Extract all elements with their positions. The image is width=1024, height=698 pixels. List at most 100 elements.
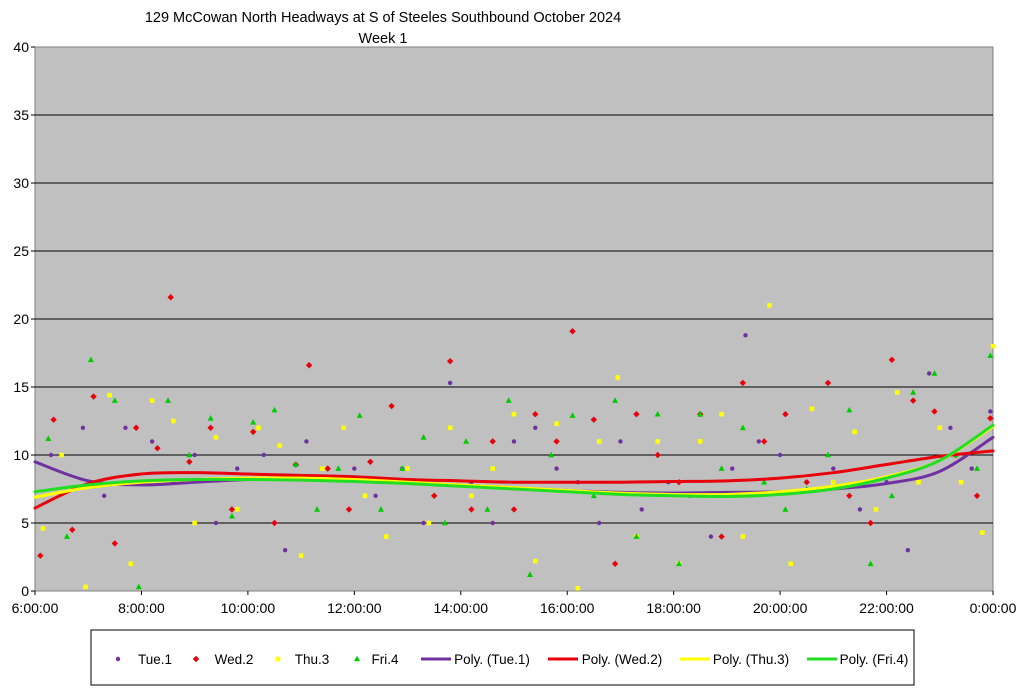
data-point [654,410,661,417]
legend: Tue.1 Wed.2 Thu.3 Fri.4 Poly. (Tue.1) Poly. (… [90,629,915,686]
data-point [234,507,240,512]
data-point [831,466,836,471]
data-point [37,552,44,559]
data-point [40,526,46,531]
y-axis: 0 5 10 15 20 25 30 35 40 [13,39,35,599]
data-point [510,506,518,513]
data-point [888,356,896,363]
data-point [83,584,88,590]
series-2 [37,294,994,567]
legend-item-trend-4: Poly. (Fri.4) [807,652,908,667]
data-point [345,506,353,513]
x-tick-label: 6:00:00 [12,600,59,616]
data-point [788,561,794,567]
data-point [931,408,938,415]
data-point [447,380,453,386]
x-tick-label: 20:00:00 [753,600,808,616]
data-point [356,412,363,418]
data-point [618,439,623,444]
data-point [719,411,724,417]
data-point [809,406,815,412]
data-point [590,416,598,423]
data-point [931,370,938,376]
data-point [782,506,789,512]
legend-label: Poly. (Tue.1) [454,652,530,667]
data-point [633,411,640,418]
data-point [909,397,917,404]
data-point [526,571,533,577]
data-point [905,548,911,553]
data-point [803,479,810,486]
data-point [261,452,267,458]
data-point [990,343,996,349]
data-point [782,411,789,418]
data-point [341,425,346,431]
legend-marker [275,656,281,662]
data-point [447,425,453,431]
data-point [596,439,602,444]
data-point [250,428,257,436]
data-point [362,493,368,499]
legend-label: Wed.2 [215,652,254,667]
x-tick-label: 0:00:00 [970,600,1017,616]
x-tick-label: 10:00:00 [221,600,276,616]
data-point [256,425,261,431]
data-point [948,425,953,430]
legend-label: Poly. (Thu.3) [713,652,789,667]
y-tick-label: 0 [21,583,29,599]
data-point [553,438,560,445]
data-point [718,533,725,540]
data-point [969,466,974,471]
data-point [511,411,517,417]
y-tick-label: 20 [13,311,29,327]
data-point [894,390,900,395]
data-point [430,492,438,499]
x-tick-label: 12:00:00 [327,600,382,616]
data-point [675,560,682,567]
data-point [63,533,70,539]
data-point [484,506,491,512]
data-point [888,492,895,499]
data-point [128,561,134,567]
data-point [739,379,747,387]
data-point [740,534,746,539]
data-point [569,412,576,418]
x-tick-label: 14:00:00 [434,600,489,616]
legend-item-3: Thu.3 [275,652,329,667]
data-point [111,540,119,547]
series-3 [40,303,996,591]
data-point [575,585,581,591]
data-point [271,406,278,413]
data-point [490,520,495,526]
x-tick-label: 22:00:00 [859,600,914,616]
chart-title: 129 McCowan North Headways at S of Steel… [145,10,621,26]
data-point [421,520,426,526]
data-point [305,362,313,369]
legend-item-2: Wed.2 [192,652,254,667]
data-point [213,520,219,526]
data-point [831,479,836,485]
data-point [207,414,214,421]
legend-item-1: Tue.1 [115,652,172,667]
data-point [611,560,619,567]
legend-label: Fri.4 [372,652,399,667]
data-point [228,506,236,513]
data-point [633,533,640,539]
data-point [87,356,94,363]
data-point [639,507,644,512]
legend-item-trend-3: Poly. (Thu.3) [680,652,789,667]
data-point [846,406,853,413]
chart-subtitle: Week 1 [359,31,408,47]
y-tick-label: 15 [13,379,29,395]
data-point [505,397,512,403]
legend-marker [192,655,200,663]
data-point [186,451,193,458]
data-point [45,435,52,441]
data-point [756,439,762,444]
data-point [367,458,374,465]
data-points [37,294,996,591]
data-point [228,512,235,519]
data-point [271,519,278,527]
data-point [171,418,176,424]
data-point [463,438,470,444]
